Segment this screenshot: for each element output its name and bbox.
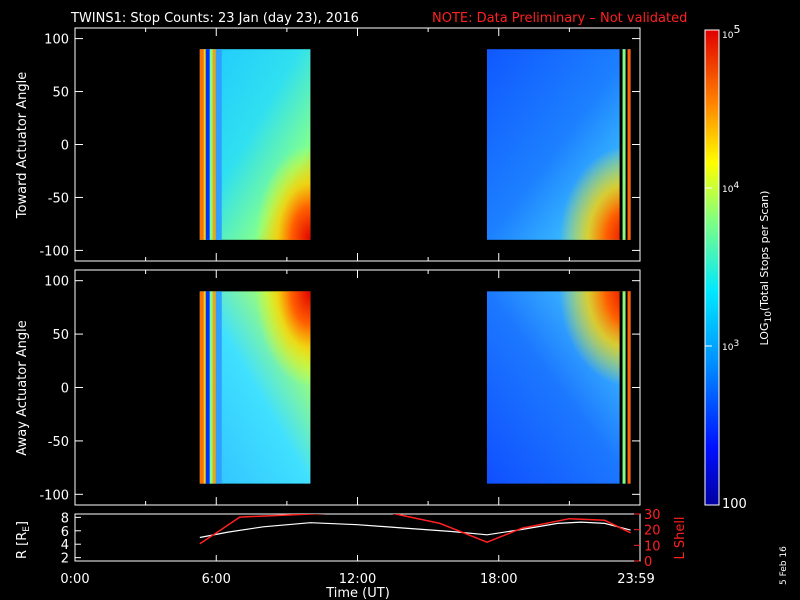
toward-ytick-label: 50: [52, 86, 69, 101]
away-block-1-hot-region: [249, 291, 311, 398]
away-edge-stripe-1: [619, 291, 623, 484]
toward-edge-stripe-1: [619, 49, 623, 240]
toward-edge-stripe-3: [625, 49, 628, 240]
xtick-label: 6:00: [202, 572, 231, 587]
lshell-ytick-label: 30: [644, 508, 661, 523]
away-edge-stripe-2: [622, 291, 626, 484]
toward-edge-stripe-5: [212, 49, 216, 240]
toward-edge-stripe-6: [215, 49, 222, 240]
away-block-2-hot-region: [551, 291, 631, 398]
toward-edge-stripe-3: [205, 49, 210, 240]
lshell-ytick-label: 20: [644, 524, 661, 539]
xtick-label: 23:59: [617, 572, 654, 587]
xaxis-label: Time (UT): [325, 586, 390, 600]
axes-layer: 100500-50-100100500-50-100864230201000:0…: [39, 28, 661, 587]
toward-ytick-label: -50: [48, 191, 69, 206]
lshell-label: L Shell: [673, 516, 688, 559]
away-edge-stripe-3: [205, 291, 210, 484]
toward-block-2-hot-region: [551, 134, 631, 240]
chart-title: TWINS1: Stop Counts: 23 Jan (day 23), 20…: [70, 11, 359, 26]
radius-series-line: [199, 521, 631, 539]
toward-ytick-label: 0: [61, 139, 69, 154]
away-ytick-label: -100: [39, 488, 69, 503]
toward-ylabel: Toward Actuator Angle: [15, 72, 30, 219]
toward-edge-stripe-4: [627, 49, 631, 240]
toward-ytick-label: -100: [39, 244, 69, 259]
colorbar-mid-label: 104: [722, 181, 739, 195]
xtick-label: 18:00: [480, 572, 517, 587]
colorbar-bottom-label: 100: [722, 497, 747, 512]
away-ylabel: Away Actuator Angle: [15, 320, 30, 455]
orbit-ytick-label: 4: [61, 538, 69, 553]
away-ytick-label: 100: [44, 275, 69, 290]
xtick-label: 0:00: [60, 572, 89, 587]
toward-edge-stripe-2: [622, 49, 626, 240]
away-edge-stripe-6: [215, 291, 222, 484]
away-edge-stripe-5: [212, 291, 216, 484]
away-edge-stripe-4: [627, 291, 631, 484]
away-edge-stripe-3: [625, 291, 628, 484]
toward-edge-stripe-4: [209, 49, 213, 240]
plot-date: 5 Feb 16: [779, 546, 789, 585]
away-edge-stripe-2: [203, 291, 206, 484]
heatmap-layer: [199, 49, 631, 484]
colorbar-label: LOG10(Total Stops per Scan): [758, 191, 774, 346]
away-edge-stripe-1: [199, 291, 204, 484]
away-edge-stripe-4: [209, 291, 213, 484]
xtick-label: 12:00: [339, 572, 376, 587]
toward-edge-stripe-2: [203, 49, 206, 240]
orbit-ylabel: R [RE]: [15, 521, 32, 559]
away-ytick-label: -50: [48, 435, 69, 450]
away-ytick-label: 0: [61, 382, 69, 397]
toward-edge-stripe-1: [199, 49, 204, 240]
orbit-ytick-label: 2: [61, 552, 69, 567]
orbit-ytick-label: 8: [61, 511, 69, 526]
preliminary-note: NOTE: Data Preliminary – Not validated: [432, 11, 687, 26]
colorbar: [704, 29, 720, 506]
colorbar-low-label: 103: [722, 339, 739, 353]
orbit-lines: [199, 514, 631, 545]
toward-block-1-hot-region: [249, 134, 311, 240]
away-ytick-label: 50: [52, 328, 69, 343]
orbit-ytick-label: 6: [61, 525, 69, 540]
colorbar-top-label: 105: [722, 23, 740, 41]
lshell-ytick-label: 0: [644, 555, 652, 570]
toward-ytick-label: 100: [44, 33, 69, 48]
lshell-series-line: [199, 514, 631, 545]
lshell-ytick-label: 10: [644, 539, 661, 554]
